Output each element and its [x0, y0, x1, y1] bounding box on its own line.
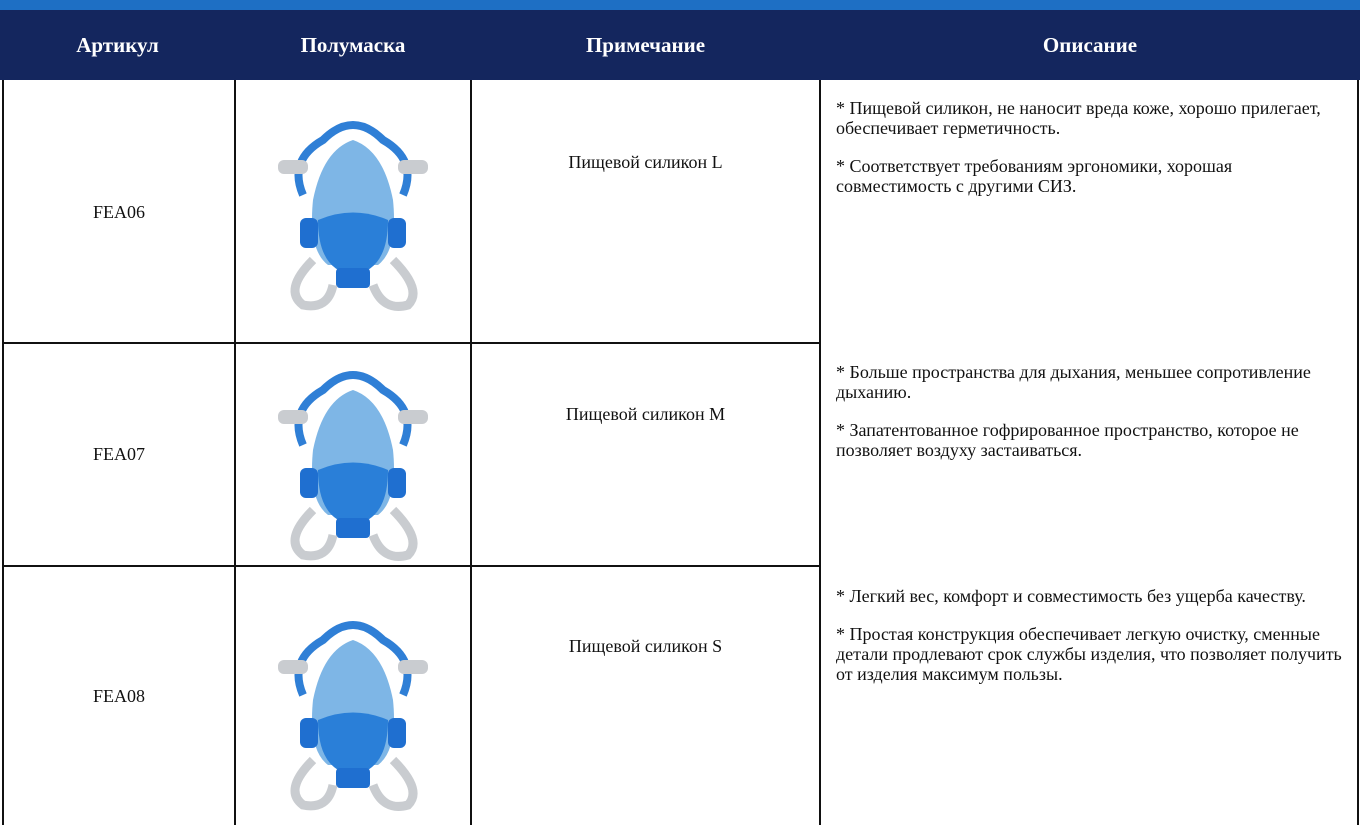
border [234, 80, 236, 825]
border [819, 80, 821, 825]
article: FEA06 [92, 201, 145, 222]
article: FEA08 [92, 685, 145, 706]
description: * Больше пространства для дыхания, меньш… [836, 362, 1351, 478]
description: * Пищевой силикон, не наносит вреда коже… [836, 98, 1351, 214]
note: Пищевой силикон M [565, 404, 726, 424]
mask-image [268, 350, 438, 565]
mask-image [268, 100, 438, 315]
note: Пищевой силикон S [568, 636, 723, 656]
header-cell: Полумаска [300, 32, 406, 57]
border [2, 565, 820, 567]
description-paragraph: * Простая конструкция обеспечивает легку… [836, 624, 1342, 684]
top-bar [0, 0, 1360, 10]
border [1357, 80, 1359, 825]
border [2, 80, 4, 825]
description-paragraph: * Больше пространства для дыхания, меньш… [836, 362, 1311, 402]
header-cell: Описание [1042, 32, 1138, 57]
description-paragraph: * Запатентованное гофрированное простран… [836, 420, 1299, 460]
article: FEA07 [92, 444, 145, 464]
border [470, 80, 472, 825]
description-paragraph: * Соответствует требованиям эргономики, … [836, 156, 1233, 196]
note: Пищевой силикон L [568, 152, 723, 172]
mask-image [268, 600, 438, 815]
header-cell: Артикул [76, 32, 159, 57]
description-paragraph: * Легкий вес, комфорт и совместимость бе… [836, 586, 1306, 606]
table-header [0, 10, 1360, 80]
description: * Легкий вес, комфорт и совместимость бе… [836, 586, 1351, 702]
border [2, 342, 820, 344]
header-cell: Примечание [585, 32, 706, 57]
description-paragraph: * Пищевой силикон, не наносит вреда коже… [836, 98, 1321, 138]
